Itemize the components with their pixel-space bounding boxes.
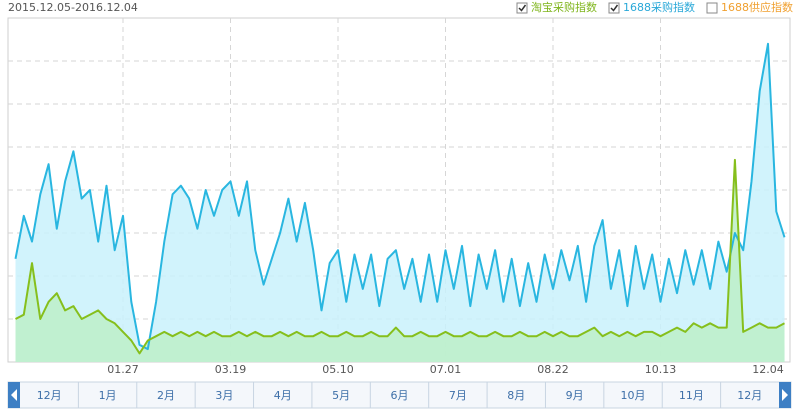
- legend-checkbox[interactable]: [706, 2, 718, 14]
- legend-label: 1688供应指数: [721, 0, 793, 14]
- legend-check: [518, 4, 527, 12]
- month-label[interactable]: 10月: [621, 389, 646, 402]
- legend-label: 1688采购指数: [623, 0, 695, 14]
- month-label[interactable]: 7月: [449, 389, 467, 402]
- month-label[interactable]: 6月: [391, 389, 409, 402]
- nav-prev-arrow: [11, 389, 17, 401]
- month-nav: [7, 381, 792, 409]
- x-tick-label: 08.22: [537, 363, 569, 376]
- x-tick-label: 01.27: [107, 363, 139, 376]
- x-tick-label: 12.04: [752, 363, 784, 376]
- area: [15, 43, 785, 363]
- month-label[interactable]: 8月: [507, 389, 525, 402]
- month-label[interactable]: 12月: [37, 389, 62, 402]
- chart-title: 2015.12.05-2016.12.04: [8, 1, 138, 14]
- month-label[interactable]: 5月: [332, 389, 350, 402]
- legend-check: [610, 4, 619, 12]
- x-tick-label: 03.19: [215, 363, 247, 376]
- month-label[interactable]: 11月: [679, 389, 704, 402]
- month-label[interactable]: 12月: [737, 389, 762, 402]
- month-label[interactable]: 9月: [566, 389, 584, 402]
- x-tick-label: 07.01: [430, 363, 462, 376]
- area: [15, 159, 785, 362]
- x-tick-label: 05.10: [322, 363, 354, 376]
- line: [15, 158, 785, 355]
- month-label[interactable]: 2月: [157, 389, 175, 402]
- legend-checkbox[interactable]: [608, 2, 620, 14]
- month-label[interactable]: 4月: [274, 389, 292, 402]
- legend-checkbox[interactable]: [516, 2, 528, 14]
- nav-next-arrow: [782, 389, 788, 401]
- month-label[interactable]: 3月: [215, 389, 233, 402]
- legend-label: 淘宝采购指数: [531, 0, 597, 14]
- month-label[interactable]: 1月: [99, 389, 117, 402]
- x-tick-label: 10.13: [645, 363, 677, 376]
